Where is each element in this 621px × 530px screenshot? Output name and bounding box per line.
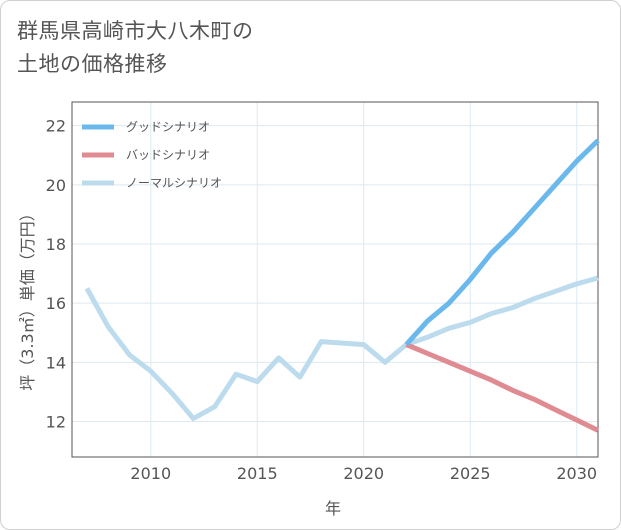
legend-label-normal: ノーマルシナリオ — [126, 176, 222, 190]
y-axis-label: 坪（3.3㎡）単価（万円） — [18, 205, 37, 390]
x-tick-label-2025: 2025 — [450, 464, 491, 483]
x-tick-label-2020: 2020 — [343, 464, 384, 483]
y-tick-label-16: 16 — [46, 294, 66, 313]
x-axis-label: 年 — [325, 499, 341, 518]
chart-title-line-1: 群馬県高崎市大八木町の — [17, 19, 254, 43]
y-tick-label-18: 18 — [46, 235, 66, 254]
legend-label-good: グッドシナリオ — [126, 120, 210, 134]
series-line-good — [404, 138, 600, 347]
x-tick-label-2015: 2015 — [237, 464, 278, 483]
y-tick-label-22: 22 — [46, 117, 66, 136]
chart-title-line-2: 土地の価格推移 — [17, 52, 168, 76]
y-tick-label-12: 12 — [46, 413, 66, 432]
series-line-normal — [84, 275, 599, 421]
x-tick-label-2030: 2030 — [556, 464, 597, 483]
legend-label-bad: バッドシナリオ — [126, 148, 210, 162]
tick-labels: 2010 2015 2020 2025 2030 12 14 16 18 20 22 — [46, 117, 597, 483]
x-tick-label-2010: 2010 — [130, 464, 171, 483]
chart-title: 群馬県高崎市大八木町の 土地の価格推移 — [17, 15, 254, 81]
y-tick-label-14: 14 — [46, 353, 66, 372]
y-tick-label-20: 20 — [46, 176, 66, 195]
series-lines — [84, 138, 600, 433]
series-line-bad — [405, 342, 600, 433]
